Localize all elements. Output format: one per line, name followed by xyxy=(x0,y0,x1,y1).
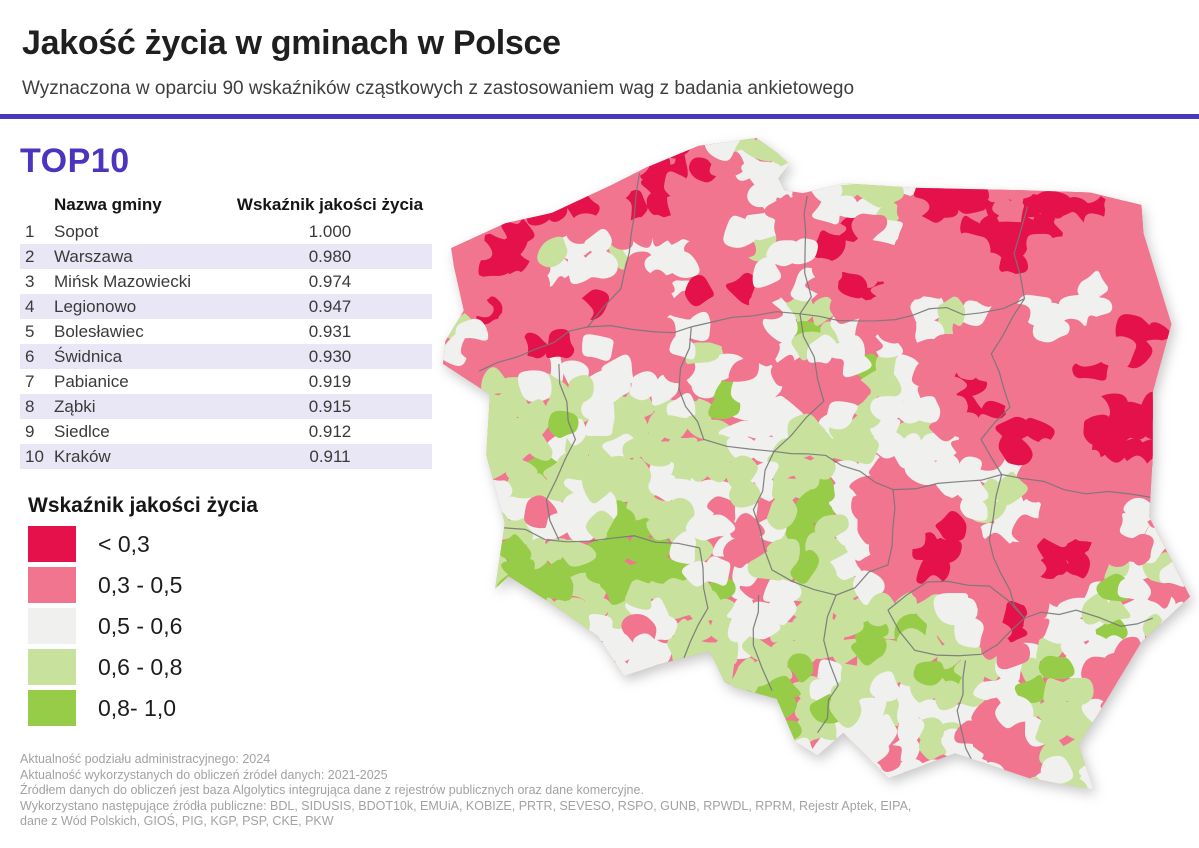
row-index-value: 0.919 xyxy=(308,371,352,391)
top10-section: TOP10 Nazwa gminy Wskaźnik jakości życia… xyxy=(20,142,432,469)
row-index-value: 1.000 xyxy=(308,221,352,241)
row-index-value: 0.915 xyxy=(308,396,352,416)
source-notes: Aktualność podziału administracyjnego: 2… xyxy=(20,752,920,830)
row-index-value: 0.911 xyxy=(309,446,351,466)
row-index-value: 0.980 xyxy=(308,246,352,266)
row-gmina-name: Sopot xyxy=(54,221,99,241)
poland-map-svg xyxy=(443,138,1190,790)
source-note-line: Aktualność podziału administracyjnego: 2… xyxy=(20,752,271,766)
row-rank: 4 xyxy=(25,296,35,316)
column-header-name: Nazwa gminy xyxy=(54,195,162,214)
table-row: 6 Świdnica 0.930 xyxy=(20,344,432,369)
page-subtitle: Wyznaczona w oparciu 90 wskaźników cząst… xyxy=(22,78,855,99)
table-row: 1 Sopot 1.000 xyxy=(20,219,432,244)
top10-table-header: Nazwa gminy Wskaźnik jakości życia xyxy=(20,191,432,219)
legend-item: < 0,3 xyxy=(28,526,408,562)
legend-label: 0,3 - 0,5 xyxy=(98,571,183,598)
legend-label: 0,6 - 0,8 xyxy=(98,653,183,680)
map-legend: Wskaźnik jakości życia < 0,3 0,3 - 0,5 0,5… xyxy=(28,494,408,726)
legend-color-swatch xyxy=(28,649,76,685)
poland-choropleth-map xyxy=(443,138,1190,801)
row-gmina-name: Ząbki xyxy=(54,396,96,416)
source-note-line: Aktualność wykorzystanych do obliczeń źr… xyxy=(20,767,388,782)
table-row: 8 Ząbki 0.915 xyxy=(20,394,432,419)
row-index-value: 0.947 xyxy=(308,296,352,316)
row-gmina-name: Warszawa xyxy=(54,246,133,266)
legend-label: 0,5 - 0,6 xyxy=(98,612,183,639)
legend-color-swatch xyxy=(28,608,76,644)
legend-color-swatch xyxy=(28,567,76,603)
row-gmina-name: Mińsk Mazowiecki xyxy=(54,271,191,291)
legend-items: < 0,3 0,3 - 0,5 0,5 - 0,6 0,6 - 0,8 0,8- 1,0 xyxy=(28,526,408,726)
row-gmina-name: Bolesławiec xyxy=(54,321,144,341)
row-gmina-name: Legionowo xyxy=(54,296,137,316)
row-rank: 6 xyxy=(25,346,35,366)
table-row: 3 Mińsk Mazowiecki 0.974 xyxy=(20,269,432,294)
legend-item: 0,3 - 0,5 xyxy=(28,567,408,603)
table-row: 5 Bolesławiec 0.931 xyxy=(20,319,432,344)
row-rank: 3 xyxy=(25,271,35,291)
row-index-value: 0.912 xyxy=(308,421,352,441)
top10-table: 1 Sopot 1.000 2 Warszawa 0.980 3 Mińsk Mazowiec… xyxy=(20,219,432,469)
table-row: 2 Warszawa 0.980 xyxy=(20,244,432,269)
legend-label: 0,8- 1,0 xyxy=(98,694,176,721)
legend-item: 0,8- 1,0 xyxy=(28,690,408,726)
row-rank: 2 xyxy=(25,246,35,266)
row-gmina-name: Kraków xyxy=(54,446,111,466)
table-row: 4 Legionowo 0.947 xyxy=(20,294,432,319)
page-title: Jakość życia w gminach w Polsce xyxy=(22,24,561,62)
legend-title: Wskaźnik jakości życia xyxy=(28,494,258,517)
row-gmina-name: Świdnica xyxy=(54,346,123,366)
row-rank: 7 xyxy=(25,371,35,391)
source-note-line: Wykorzystano następujące źródła publiczn… xyxy=(20,798,912,813)
column-header-value: Wskaźnik jakości życia xyxy=(236,195,424,214)
row-gmina-name: Siedlce xyxy=(54,421,110,441)
row-rank: 1 xyxy=(25,221,35,241)
row-gmina-name: Pabianice xyxy=(54,371,129,391)
table-row: 9 Siedlce 0.912 xyxy=(20,419,432,444)
top10-heading: TOP10 xyxy=(20,142,130,180)
header: Jakość życia w gminach w Polsce Wyznaczo… xyxy=(22,24,1182,100)
source-note-line: dane z Wód Polskich, GIOŚ, PIG, KGP, PSP… xyxy=(20,814,334,829)
row-index-value: 0.930 xyxy=(308,346,352,366)
legend-color-swatch xyxy=(28,526,76,562)
row-rank: 9 xyxy=(25,421,35,441)
table-row: 10 Kraków 0.911 xyxy=(20,444,432,469)
legend-item: 0,5 - 0,6 xyxy=(28,608,408,644)
municipality-patchwork xyxy=(443,138,1190,790)
table-row: 7 Pabianice 0.919 xyxy=(20,369,432,394)
row-index-value: 0.974 xyxy=(308,271,352,291)
legend-label: < 0,3 xyxy=(98,530,150,557)
row-rank: 5 xyxy=(25,321,35,341)
legend-color-swatch xyxy=(28,690,76,726)
row-rank: 8 xyxy=(25,396,35,416)
row-rank: 10 xyxy=(25,446,44,466)
accent-divider xyxy=(0,114,1199,119)
legend-item: 0,6 - 0,8 xyxy=(28,649,408,685)
source-note-line: Źródłem danych do obliczeń jest baza Alg… xyxy=(20,783,644,798)
row-index-value: 0.931 xyxy=(308,321,352,341)
